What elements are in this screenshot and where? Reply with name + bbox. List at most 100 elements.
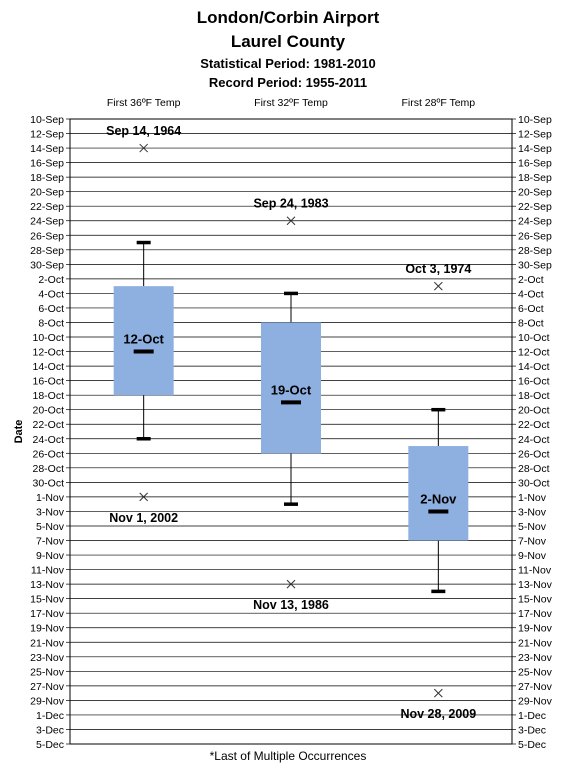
y-tick-label-right: 21-Nov (518, 637, 553, 649)
y-tick-label-right: 18-Sep (518, 172, 552, 184)
y-tick-label-left: 12-Sep (30, 129, 64, 141)
y-tick-label-left: 20-Oct (32, 405, 64, 417)
y-tick-label-left: 16-Oct (32, 376, 64, 388)
y-tick-label-right: 16-Oct (518, 376, 550, 388)
record-label: Nov 13, 1986 (253, 598, 329, 612)
record-period: Record Period: 1955-2011 (208, 75, 368, 90)
y-tick-label-left: 13-Nov (30, 579, 65, 591)
y-tick-label-left: 7-Nov (36, 536, 65, 548)
y-axis-label: Date (13, 420, 25, 444)
y-tick-label-right: 26-Oct (518, 448, 550, 460)
y-tick-label-right: 5-Dec (518, 739, 546, 751)
y-tick-label-left: 28-Sep (30, 245, 64, 257)
y-tick-label-right: 9-Nov (518, 550, 547, 562)
y-tick-label-left: 17-Nov (30, 608, 65, 620)
iqr-box (113, 286, 174, 396)
y-tick-label-right: 12-Oct (518, 347, 550, 359)
chart-title-line1: London/Corbin Airport (196, 8, 380, 27)
y-tick-label-left: 23-Nov (30, 652, 65, 664)
y-tick-label-left: 18-Oct (32, 390, 64, 402)
y-tick-label-right: 18-Oct (518, 390, 550, 402)
y-tick-label-right: 4-Oct (518, 288, 544, 300)
record-label: Nov 1, 2002 (109, 511, 178, 525)
y-tick-label-left: 10-Sep (30, 114, 64, 126)
y-tick-label-left: 19-Nov (30, 623, 65, 635)
y-tick-label-left: 4-Oct (38, 288, 64, 300)
y-tick-label-left: 25-Nov (30, 666, 65, 678)
y-tick-label-left: 3-Dec (36, 724, 64, 736)
y-tick-label-right: 15-Nov (518, 594, 553, 606)
median-label: 12-Oct (123, 332, 164, 347)
y-tick-label-left: 2-Oct (38, 274, 64, 286)
statistical-period: Statistical Period: 1981-2010 (200, 56, 376, 71)
record-marker (286, 216, 296, 226)
y-tick-label-right: 24-Oct (518, 434, 550, 446)
iqr-box (261, 322, 321, 454)
y-tick-label-right: 29-Nov (518, 695, 553, 707)
y-tick-label-right: 28-Oct (518, 463, 550, 475)
y-tick-label-right: 28-Sep (518, 245, 552, 257)
category-label: First 32ºF Temp (254, 97, 328, 109)
y-tick-label-right: 17-Nov (518, 608, 553, 620)
iqr-box (408, 446, 469, 541)
record-marker (286, 579, 296, 589)
y-tick-label-left: 22-Oct (32, 419, 64, 431)
y-tick-label-right: 6-Oct (518, 303, 544, 315)
y-tick-label-right: 23-Nov (518, 652, 553, 664)
y-tick-label-left: 6-Oct (38, 303, 64, 315)
y-tick-label-right: 20-Sep (518, 187, 552, 199)
y-tick-label-right: 10-Sep (518, 114, 552, 126)
y-tick-label-left: 1-Dec (36, 710, 64, 722)
record-label: Sep 24, 1983 (253, 197, 328, 211)
y-tick-label-left: 15-Nov (30, 594, 65, 606)
y-tick-label-left: 20-Sep (30, 187, 64, 199)
category-label: First 36ºF Temp (107, 97, 181, 109)
footnote: *Last of Multiple Occurrences (209, 749, 367, 763)
chart-header: London/Corbin Airport Laurel County Stat… (0, 6, 576, 92)
y-tick-label-left: 18-Sep (30, 172, 64, 184)
y-tick-label-right: 11-Nov (518, 565, 552, 577)
y-tick-label-right: 24-Sep (518, 216, 552, 228)
y-tick-label-right: 1-Dec (518, 710, 546, 722)
record-marker (139, 143, 149, 153)
y-tick-label-right: 22-Sep (518, 201, 552, 213)
median-label: 2-Nov (420, 491, 457, 506)
y-tick-label-left: 14-Sep (30, 143, 64, 155)
y-tick-label-left: 22-Sep (30, 201, 64, 213)
y-tick-label-left: 10-Oct (32, 332, 64, 344)
y-tick-label-right: 10-Oct (518, 332, 550, 344)
y-tick-label-left: 3-Nov (36, 506, 65, 518)
y-tick-label-left: 14-Oct (32, 361, 64, 373)
category-label: First 28ºF Temp (401, 97, 475, 109)
record-label: Oct 3, 1974 (405, 262, 471, 276)
y-tick-label-right: 20-Oct (518, 405, 550, 417)
y-tick-label-right: 2-Oct (518, 274, 544, 286)
y-tick-label-right: 30-Oct (518, 477, 550, 489)
y-tick-label-left: 16-Sep (30, 158, 64, 170)
y-tick-label-left: 24-Oct (32, 434, 64, 446)
y-tick-label-right: 3-Nov (518, 506, 547, 518)
y-tick-label-right: 1-Nov (518, 492, 547, 504)
record-marker (139, 492, 149, 502)
y-tick-label-right: 5-Nov (518, 521, 547, 533)
record-label: Sep 14, 1964 (106, 124, 181, 138)
y-tick-label-left: 8-Oct (38, 317, 64, 329)
y-tick-label-right: 25-Nov (518, 666, 553, 678)
y-tick-label-right: 8-Oct (518, 317, 544, 329)
y-tick-label-right: 13-Nov (518, 579, 553, 591)
y-tick-label-right: 7-Nov (518, 536, 547, 548)
y-tick-label-right: 3-Dec (518, 724, 546, 736)
median-label: 19-Oct (271, 382, 312, 397)
y-tick-label-left: 21-Nov (30, 637, 65, 649)
y-tick-label-right: 22-Oct (518, 419, 550, 431)
record-marker (433, 688, 443, 698)
y-tick-label-right: 30-Sep (518, 259, 552, 271)
y-tick-label-left: 12-Oct (32, 347, 64, 359)
y-tick-label-right: 14-Oct (518, 361, 550, 373)
y-tick-label-right: 16-Sep (518, 158, 552, 170)
y-tick-label-left: 26-Sep (30, 230, 64, 242)
y-tick-label-left: 30-Sep (30, 259, 64, 271)
y-tick-label-left: 27-Nov (30, 681, 65, 693)
y-tick-label-left: 24-Sep (30, 216, 64, 228)
